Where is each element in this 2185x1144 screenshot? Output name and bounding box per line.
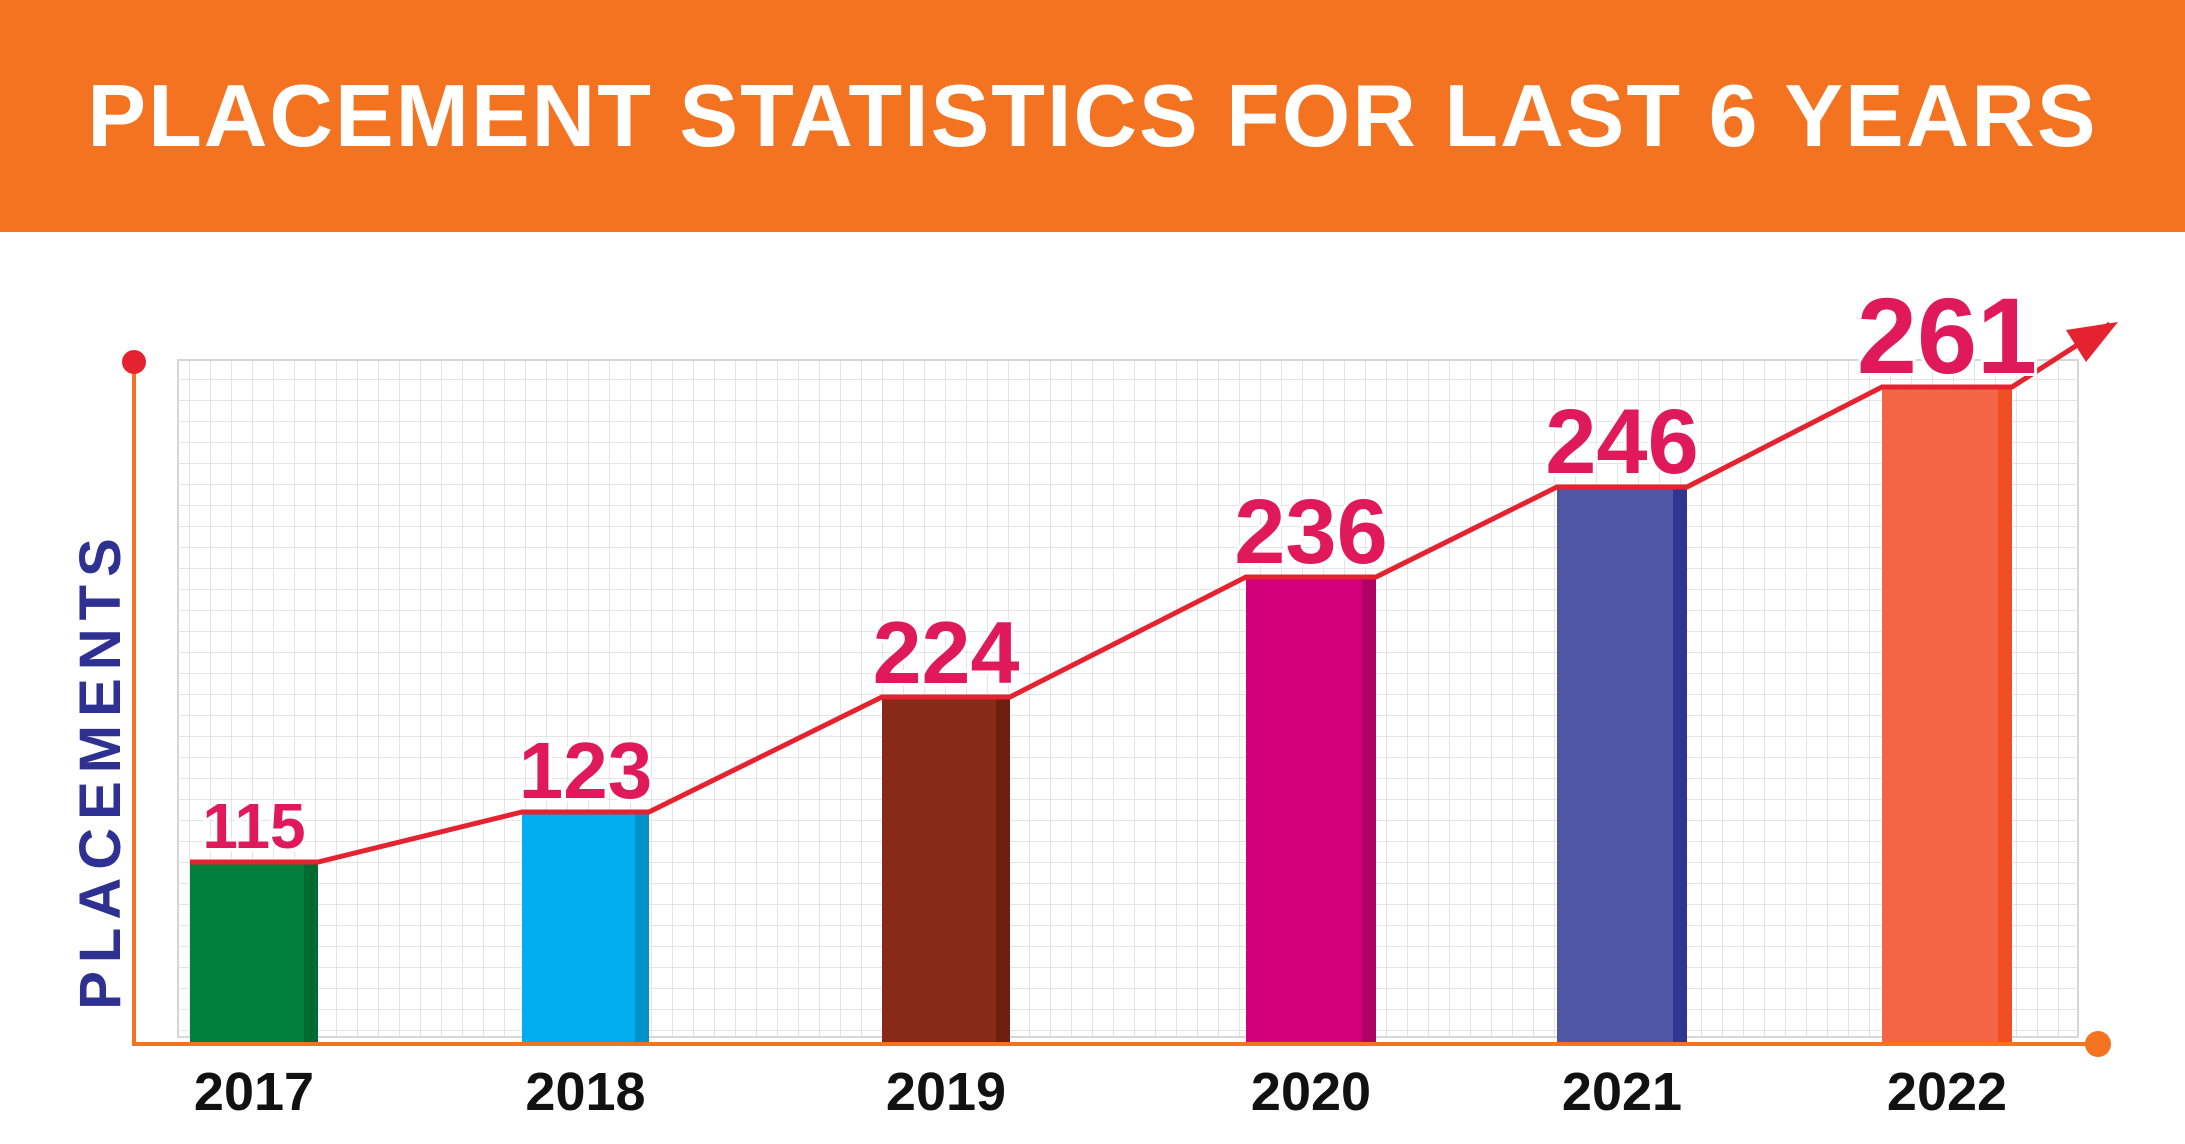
bar-2018 [522, 812, 649, 1042]
data-label-2020: 236 [1234, 481, 1388, 583]
x-axis-end-dot [2085, 1031, 2111, 1057]
bar-2022 [1882, 387, 2012, 1042]
bar-shade-2019 [996, 697, 1010, 1042]
bar-shade-2020 [1362, 577, 1376, 1042]
bar-2021 [1557, 487, 1687, 1042]
y-axis-end-dot [122, 350, 146, 374]
data-label-2022: 261 [1857, 275, 2037, 396]
trend-arrow-head-icon [2066, 322, 2118, 362]
x-tick-label-2022: 2022 [1887, 1062, 2007, 1122]
x-tick-label-2017: 2017 [194, 1062, 314, 1122]
bar-shade-2022 [1998, 387, 2012, 1042]
chart-title: PLACEMENT STATISTICS FOR LAST 6 YEARS [87, 66, 2098, 165]
data-label-2021: 246 [1545, 391, 1699, 493]
x-tick-label-2019: 2019 [886, 1062, 1006, 1122]
x-tick-label-2020: 2020 [1251, 1062, 1371, 1122]
trend-line [190, 321, 2112, 865]
title-banner: PLACEMENT STATISTICS FOR LAST 6 YEARS [0, 0, 2185, 232]
x-tick-label-2018: 2018 [525, 1062, 645, 1122]
bar-2020 [1246, 577, 1376, 1042]
x-tick-label-2021: 2021 [1562, 1062, 1682, 1122]
bar-shade-2021 [1673, 487, 1687, 1042]
labels-group: 115 2017 123 2018 224 2019 236 2020 246 2021 261 20… [194, 272, 2040, 1122]
trend-group [190, 321, 2118, 865]
bar-shade-2017 [304, 862, 318, 1042]
bar-2019 [882, 697, 1010, 1042]
bar-chart: 115 2017 123 2018 224 2019 236 2020 246 2021 261 20… [122, 272, 2118, 1122]
bar-2017 [190, 862, 318, 1042]
data-label-2018: 123 [519, 726, 652, 815]
data-label-2019: 224 [873, 603, 1020, 702]
bar-shade-2018 [635, 812, 649, 1042]
grid-background [177, 359, 2079, 1038]
bars-group [190, 387, 2012, 1042]
data-label-2017: 115 [202, 790, 305, 862]
